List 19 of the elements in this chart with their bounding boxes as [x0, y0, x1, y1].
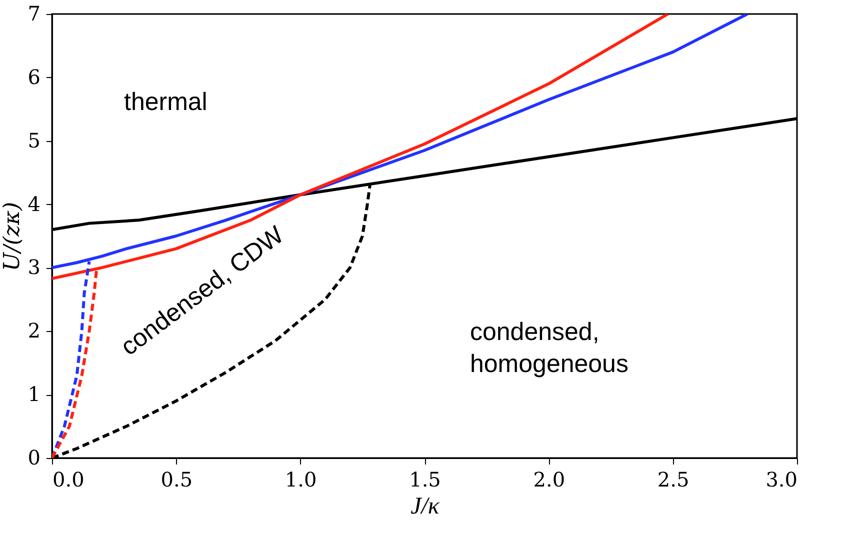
x-tick-label: 0.5	[160, 468, 193, 492]
y-axis-title: U/(zκ)	[0, 202, 25, 272]
x-tick-label: 2.5	[657, 468, 690, 492]
y-tick-label: 0	[28, 446, 40, 470]
x-tick-label: 2.0	[533, 468, 566, 492]
y-tick-label: 7	[28, 2, 40, 26]
x-tick-label: 0.0	[52, 468, 84, 492]
y-tick-label: 2	[28, 318, 40, 343]
y-tick-label: 6	[28, 64, 40, 89]
y-tick-label: 4	[28, 192, 40, 216]
x-tick-label: 1.0	[284, 468, 317, 492]
annotation: thermal	[124, 88, 208, 116]
x-axis-title: J/κ	[410, 494, 440, 520]
y-tick-label: 3	[28, 255, 40, 280]
annotation: condensed, homogeneous	[470, 318, 628, 378]
x-tick-label: 1.5	[409, 468, 441, 492]
x-tick-label: 3.0	[766, 468, 798, 492]
y-tick-label: 1	[28, 382, 40, 406]
y-tick-label: 5	[28, 128, 40, 152]
